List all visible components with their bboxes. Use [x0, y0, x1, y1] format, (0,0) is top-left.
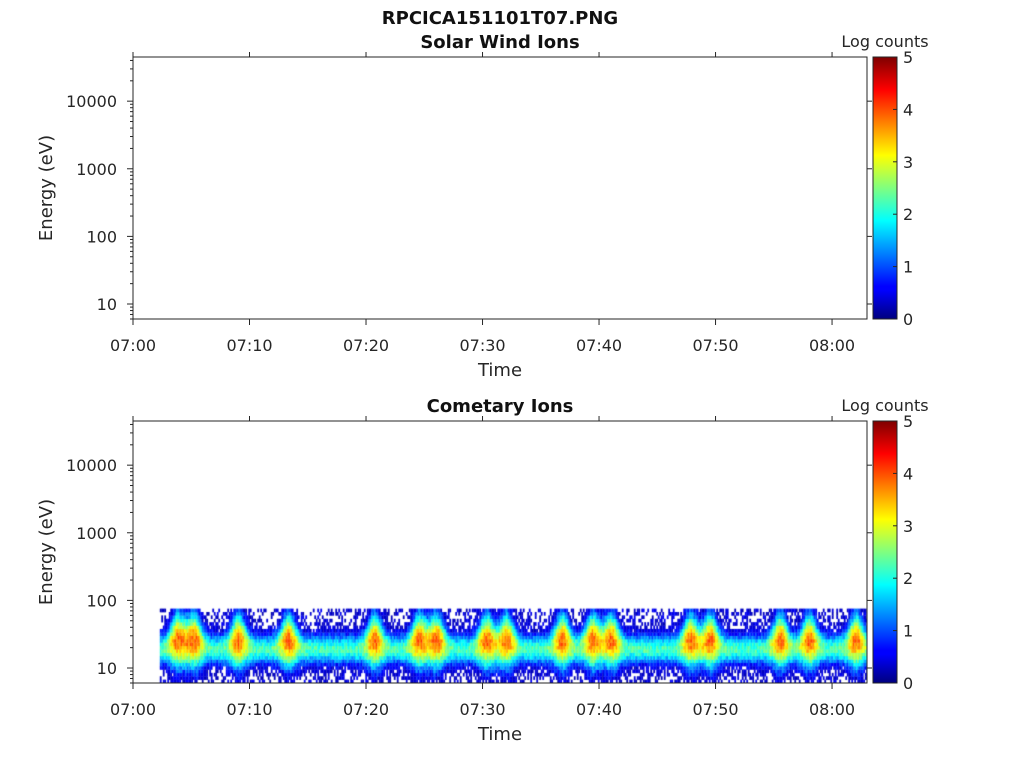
- cometary-heatmap: [133, 421, 867, 683]
- colorbar-tick-label: 3: [903, 517, 913, 536]
- y-tick-label: 10000: [66, 92, 117, 111]
- y-tick-label: 10: [97, 295, 117, 314]
- y-tick-label: 1000: [76, 160, 117, 179]
- colorbar-tick-label: 2: [903, 205, 913, 224]
- figure-title: RPCICA151101T07.PNG: [382, 8, 618, 29]
- colorbar-tick-label: 4: [903, 100, 913, 119]
- x-tick-label: 07:40: [576, 700, 622, 719]
- x-tick-label: 07:40: [576, 336, 622, 355]
- x-tick-label: 07:50: [692, 700, 738, 719]
- colorbar-label-cometary: Log counts: [841, 396, 928, 415]
- y-axis-label-solar-wind: Energy (eV): [36, 135, 57, 241]
- y-tick-label: 100: [86, 591, 117, 610]
- y-tick-label: 1000: [76, 524, 117, 543]
- plot-frame-cometary: [132, 420, 868, 684]
- y-tick-label: 10: [97, 659, 117, 678]
- x-tick-label: 07:50: [692, 336, 738, 355]
- x-tick-label: 08:00: [809, 700, 855, 719]
- colorbar-tick-label: 5: [903, 412, 913, 431]
- y-ticks-cometary: 10 100 1000 10000: [66, 423, 872, 684]
- x-tick-label: 07:20: [343, 336, 389, 355]
- colorbar-ticks-cometary: 0 1 2 3 4 5: [893, 412, 913, 693]
- x-tick-label: 07:00: [110, 336, 156, 355]
- x-tick-label: 07:30: [459, 336, 505, 355]
- panel-title-solar-wind: Solar Wind Ions: [420, 32, 579, 53]
- colorbar-tick-label: 2: [903, 569, 913, 588]
- x-ticks-solar-wind: 07:00 07:10 07:20 07:30 07:40 07:50 08:00: [110, 52, 855, 355]
- panel-solar-wind: Solar Wind Ions 07:00 07:10 07:20 07:30 07:4…: [36, 32, 929, 381]
- x-axis-label-solar-wind: Time: [477, 360, 522, 381]
- colorbar-tick-label: 1: [903, 258, 913, 277]
- colorbar-ticks-solar-wind: 0 1 2 3 4 5: [893, 48, 913, 329]
- y-axis-label-cometary: Energy (eV): [36, 499, 57, 605]
- y-ticks-solar-wind: 10 100 1000 10000: [66, 59, 872, 320]
- x-tick-label: 07:20: [343, 700, 389, 719]
- colorbar-cometary: [872, 420, 898, 684]
- x-tick-label: 07:30: [459, 700, 505, 719]
- y-tick-label: 100: [86, 227, 117, 246]
- x-tick-label: 07:10: [226, 700, 272, 719]
- x-tick-label: 07:00: [110, 700, 156, 719]
- colorbar-solar-wind: [872, 56, 898, 320]
- x-tick-label: 08:00: [809, 336, 855, 355]
- colorbar-tick-label: 0: [903, 674, 913, 693]
- x-axis-label-cometary: Time: [477, 724, 522, 745]
- cometary-ion-spectrogram: [133, 421, 867, 683]
- x-tick-label: 07:10: [226, 336, 272, 355]
- panel-cometary: Cometary Ions 07:00 07:10 07:20 07:30 07:40 0…: [36, 396, 929, 745]
- panel-title-cometary: Cometary Ions: [427, 396, 574, 417]
- plot-frame-solar-wind: [132, 56, 868, 320]
- y-tick-label: 10000: [66, 456, 117, 475]
- colorbar-label-solar-wind: Log counts: [841, 32, 928, 51]
- colorbar-tick-label: 5: [903, 48, 913, 67]
- colorbar-tick-label: 0: [903, 310, 913, 329]
- colorbar-tick-label: 4: [903, 464, 913, 483]
- colorbar-tick-label: 1: [903, 622, 913, 641]
- colorbar-tick-label: 3: [903, 153, 913, 172]
- x-ticks-cometary: 07:00 07:10 07:20 07:30 07:40 07:50 08:00: [110, 416, 855, 719]
